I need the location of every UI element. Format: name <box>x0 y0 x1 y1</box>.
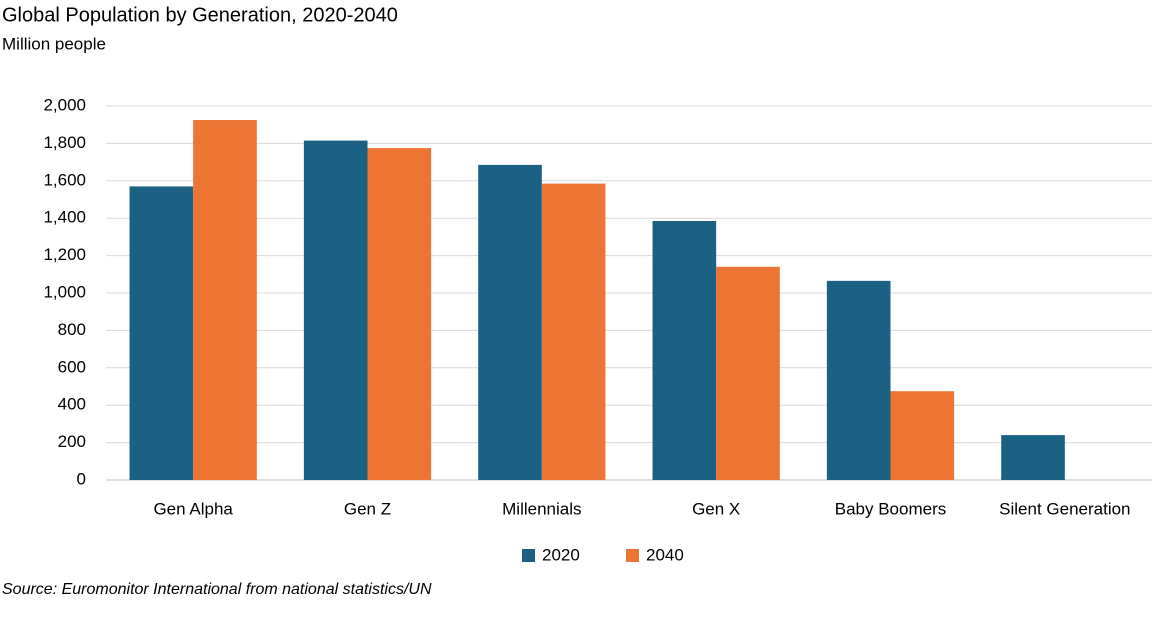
bar <box>890 391 955 480</box>
y-tick-label: 400 <box>58 395 86 414</box>
legend-swatch <box>522 549 535 562</box>
y-tick-label: 1,600 <box>43 170 86 189</box>
legend-label: 2020 <box>542 545 580 564</box>
y-tick-label: 2,000 <box>43 95 86 114</box>
y-tick-label: 1,000 <box>43 282 86 301</box>
y-tick-label: 1,400 <box>43 208 86 227</box>
x-tick-label: Gen X <box>692 499 740 518</box>
y-tick-label: 600 <box>58 357 86 376</box>
bar <box>652 221 717 480</box>
legend-swatch <box>626 549 639 562</box>
x-tick-label: Gen Z <box>344 499 391 518</box>
source-note: Source: Euromonitor International from n… <box>2 581 432 598</box>
x-tick-label: Gen Alpha <box>153 499 233 518</box>
bar <box>193 120 257 481</box>
bar <box>367 148 432 480</box>
x-tick-label: Baby Boomers <box>835 499 947 518</box>
legend-label: 2040 <box>646 545 684 564</box>
chart-subtitle: Million people <box>2 34 106 53</box>
y-tick-label: 200 <box>58 432 86 451</box>
y-tick-label: 800 <box>58 320 86 339</box>
y-tick-label: 1,800 <box>43 133 86 152</box>
bar <box>716 266 780 480</box>
bar <box>541 183 606 481</box>
bar <box>478 164 542 480</box>
y-tick-label: 1,200 <box>43 245 86 264</box>
x-tick-label: Silent Generation <box>999 499 1130 518</box>
x-tick-label: Millennials <box>502 499 581 518</box>
bar <box>1001 435 1065 480</box>
bar <box>826 280 891 480</box>
chart-title: Global Population by Generation, 2020-20… <box>2 4 398 26</box>
bar <box>303 140 368 480</box>
y-tick-label: 0 <box>77 469 86 488</box>
bar <box>129 186 194 480</box>
